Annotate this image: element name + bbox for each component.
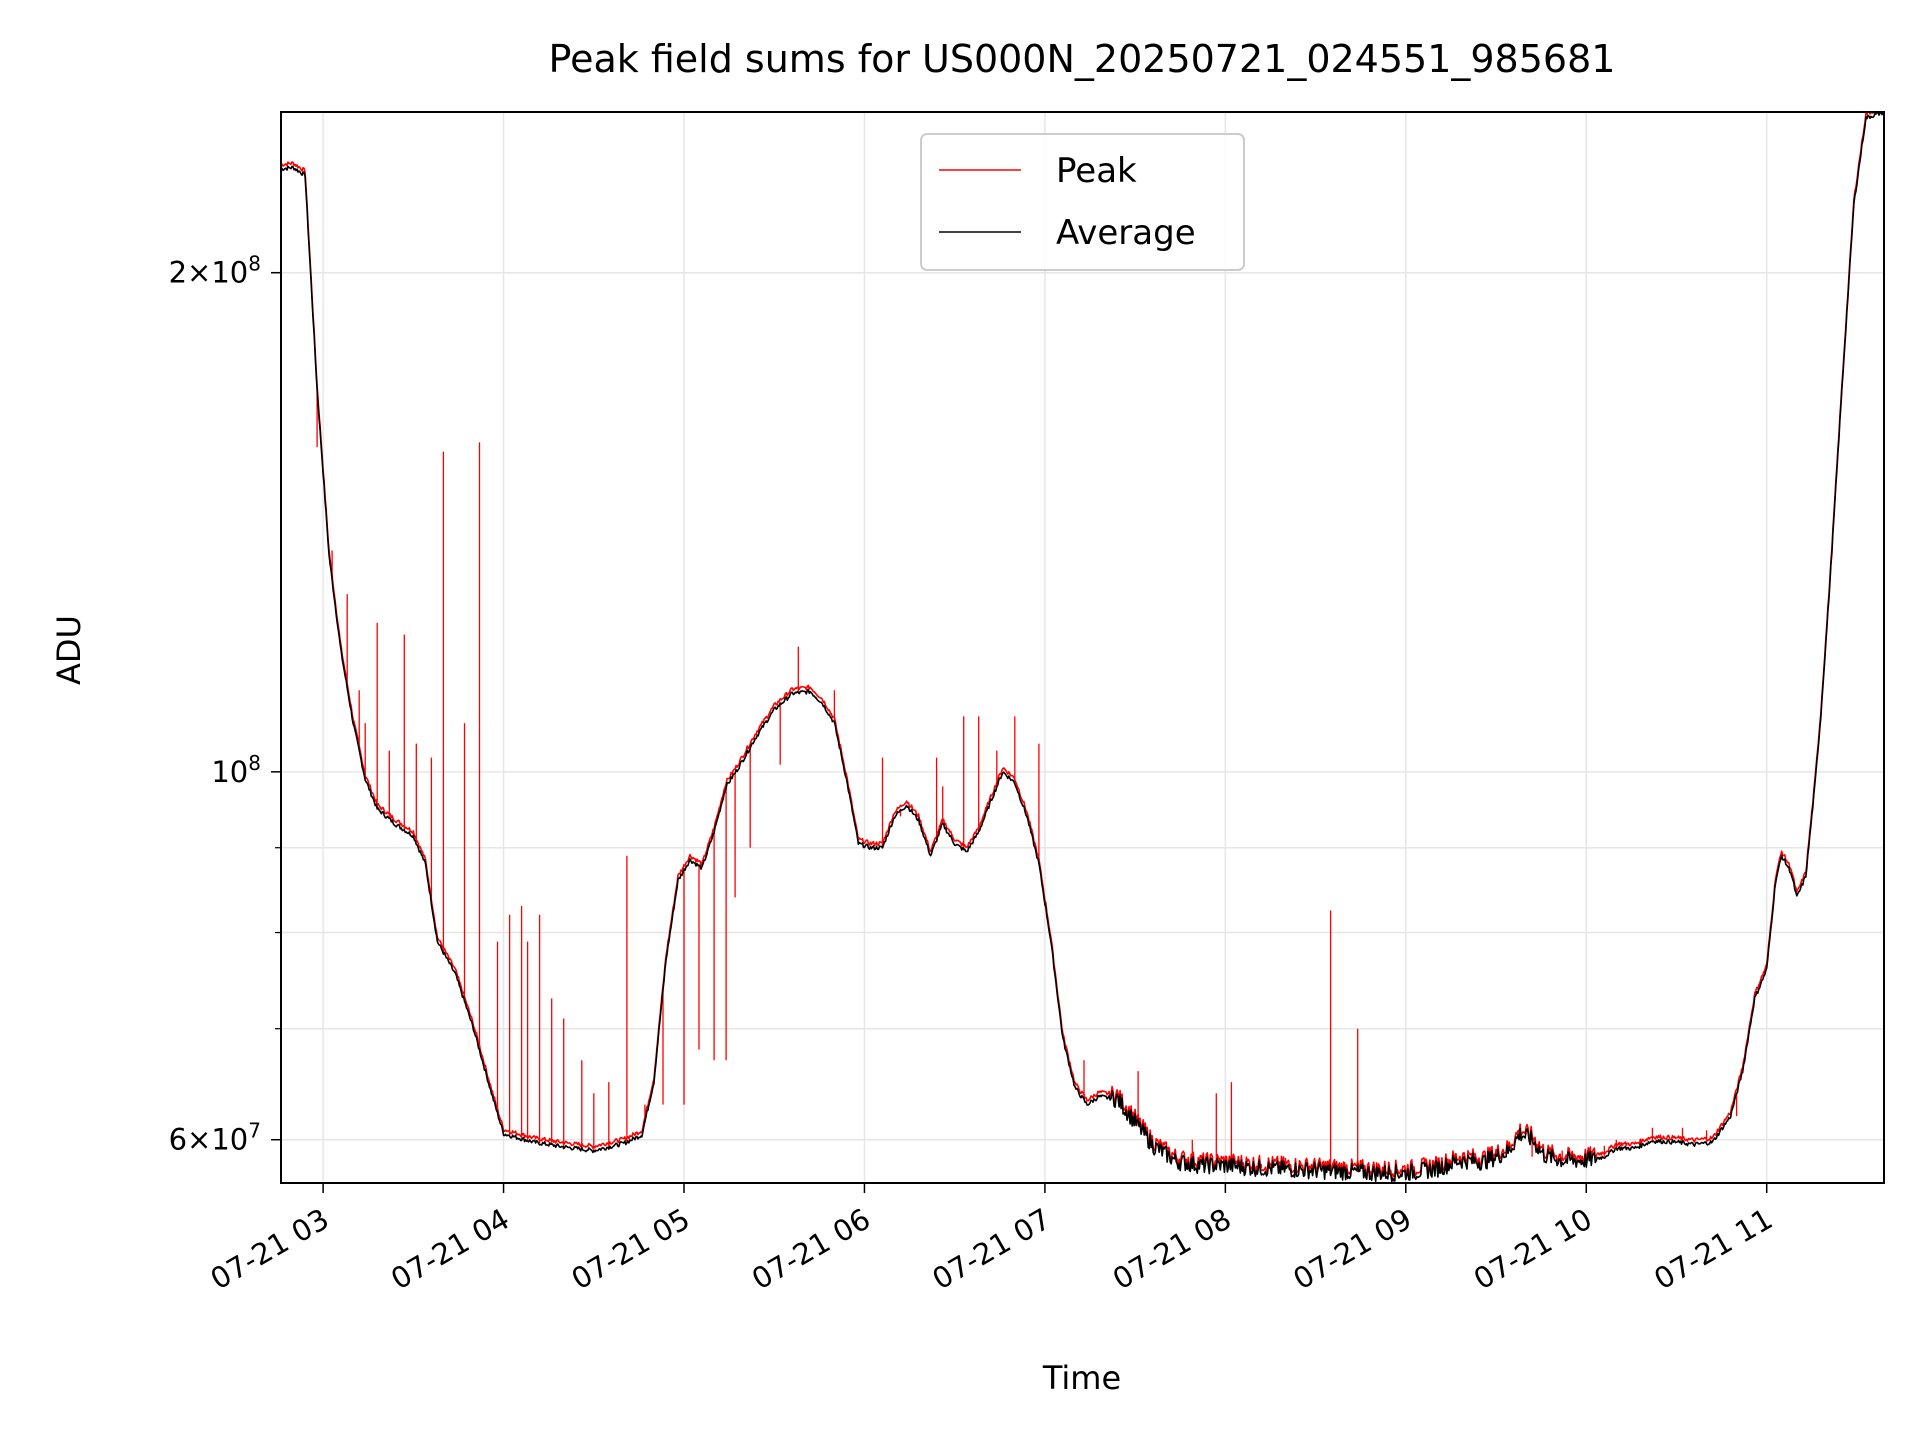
chart-title: Peak field sums for US000N_20250721_0245… bbox=[549, 37, 1616, 81]
series-layer bbox=[281, 112, 1884, 1183]
legend-label-average: Average bbox=[1056, 213, 1196, 253]
y-tick-label: 6×107 bbox=[169, 1119, 261, 1157]
legend-box bbox=[920, 133, 1245, 271]
y-tick-label: 108 bbox=[211, 751, 261, 789]
legend-label-peak: Peak bbox=[1056, 151, 1137, 191]
x-axis-label: Time bbox=[1042, 1359, 1121, 1397]
plot-frame bbox=[280, 111, 1885, 1184]
series-line-average bbox=[281, 112, 1884, 1183]
y-axis-label: ADU bbox=[50, 615, 88, 685]
y-tick-label: 2×108 bbox=[169, 252, 261, 290]
legend: Peak Average bbox=[920, 133, 1245, 271]
series-spikes-peak bbox=[316, 389, 1738, 1173]
